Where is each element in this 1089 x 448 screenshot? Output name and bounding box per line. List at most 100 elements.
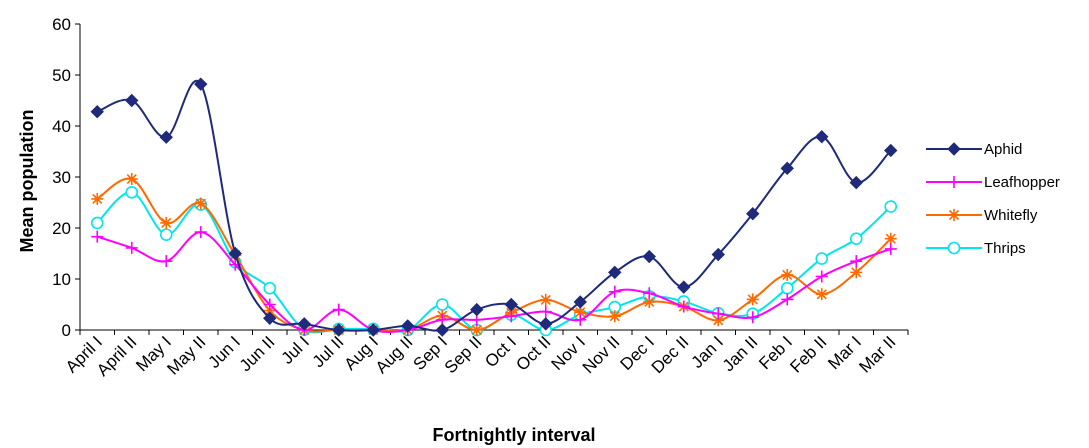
data-point-leafhopper [263,298,276,311]
x-tick-label: Sep II [441,332,486,377]
legend-marker-thrips [947,241,961,255]
data-point-leafhopper [574,313,587,326]
legend-marker-aphid [947,142,961,156]
x-tick-label: Jun I [205,332,244,371]
data-point-aphid [849,175,863,190]
legend-marker-whitefly [948,209,960,221]
data-point-thrips [849,232,863,246]
data-point-whitefly [91,192,104,205]
data-point-thrips [815,252,829,265]
data-point-whitefly [263,304,276,317]
data-point-aphid [573,295,587,309]
x-axis-title: Fortnightly interval [432,425,595,445]
legend-item-leafhopper: Leafhopper [926,174,1060,191]
data-point-leafhopper [781,293,794,306]
data-point-aphid [194,77,208,91]
data-point-whitefly [608,310,621,323]
series-line-thrips [96,191,892,334]
series-whitefly [91,173,897,336]
data-point-aphid [608,265,622,280]
data-point-whitefly [574,306,587,319]
data-point-aphid [642,249,656,264]
legend-label-aphid: Aphid [984,141,1022,158]
data-point-whitefly [194,197,207,210]
x-tick-label: Aug II [372,332,417,377]
data-point-whitefly [850,266,863,279]
data-point-aphid [228,246,242,261]
legend: Aphid Leafhopper Whitefly Thrips [926,141,1060,257]
data-point-whitefly [160,216,173,229]
x-tick-label: Dec II [648,332,693,377]
data-point-leafhopper [746,311,759,324]
data-point-thrips [435,298,449,311]
data-point-aphid [159,130,173,144]
x-tick-label: Jan II [719,332,762,375]
data-point-leafhopper [332,303,345,316]
series-aphid [90,77,898,337]
data-point-aphid [504,297,518,312]
data-point-leafhopper [125,241,138,254]
x-tick-label: Feb II [786,332,830,376]
y-tick-label: 50 [52,66,71,85]
data-point-leafhopper [539,305,552,318]
x-tick-label: Jul I [278,332,313,367]
data-point-aphid [711,247,725,262]
legend-label-whitefly: Whitefly [984,207,1038,224]
data-point-whitefly [712,314,725,327]
data-point-leafhopper [643,287,656,300]
data-point-thrips [780,281,794,295]
y-tick-label: 40 [52,117,71,136]
data-point-aphid [746,207,760,221]
data-point-aphid [780,161,794,176]
data-point-thrips [884,200,898,213]
legend-marker-leafhopper [948,176,960,188]
data-point-leafhopper [194,226,207,239]
y-tick-label: 20 [52,219,71,238]
data-point-leafhopper [91,230,104,243]
data-point-leafhopper [712,307,725,320]
x-tick-label: Mar II [855,332,899,376]
data-point-aphid [435,323,449,337]
legend-label-leafhopper: Leafhopper [984,174,1060,191]
x-tick-label: Oct I [481,332,520,371]
x-tick-label: Jan I [688,332,727,371]
data-point-aphid [815,130,829,144]
data-point-whitefly [746,293,759,306]
legend-label-thrips: Thrips [984,240,1026,257]
data-point-whitefly [815,288,828,301]
data-point-whitefly [125,173,138,186]
series-line-aphid [96,79,892,332]
series-thrips [90,186,898,337]
data-point-aphid [884,143,898,158]
y-tick-label: 30 [52,168,71,187]
y-tick-label: 0 [62,321,71,340]
data-point-aphid [539,317,553,331]
data-point-leafhopper [884,242,897,255]
legend-item-thrips: Thrips [926,240,1026,257]
data-point-aphid [263,311,277,325]
data-point-aphid [90,105,104,119]
data-point-aphid [470,302,484,317]
data-point-whitefly [470,324,483,336]
y-tick-label: 60 [52,15,71,34]
data-point-leafhopper [850,255,863,268]
data-point-leafhopper [608,285,621,298]
legend-item-whitefly: Whitefly [926,207,1038,224]
data-point-aphid [366,323,380,337]
data-point-whitefly [884,232,897,245]
data-point-leafhopper [505,310,518,323]
data-point-thrips [159,228,173,241]
data-point-whitefly [539,293,552,306]
x-tick-label: Jul II [309,332,348,371]
data-point-whitefly [781,268,794,281]
data-point-leafhopper [160,255,173,268]
data-point-thrips [90,216,104,230]
data-point-aphid [297,317,311,331]
data-point-thrips [263,281,277,295]
x-tick-label: May II [163,332,209,378]
x-tick-label: Nov II [579,332,624,377]
x-tick-label: April II [93,332,141,380]
y-axis-title: Mean population [17,110,37,253]
